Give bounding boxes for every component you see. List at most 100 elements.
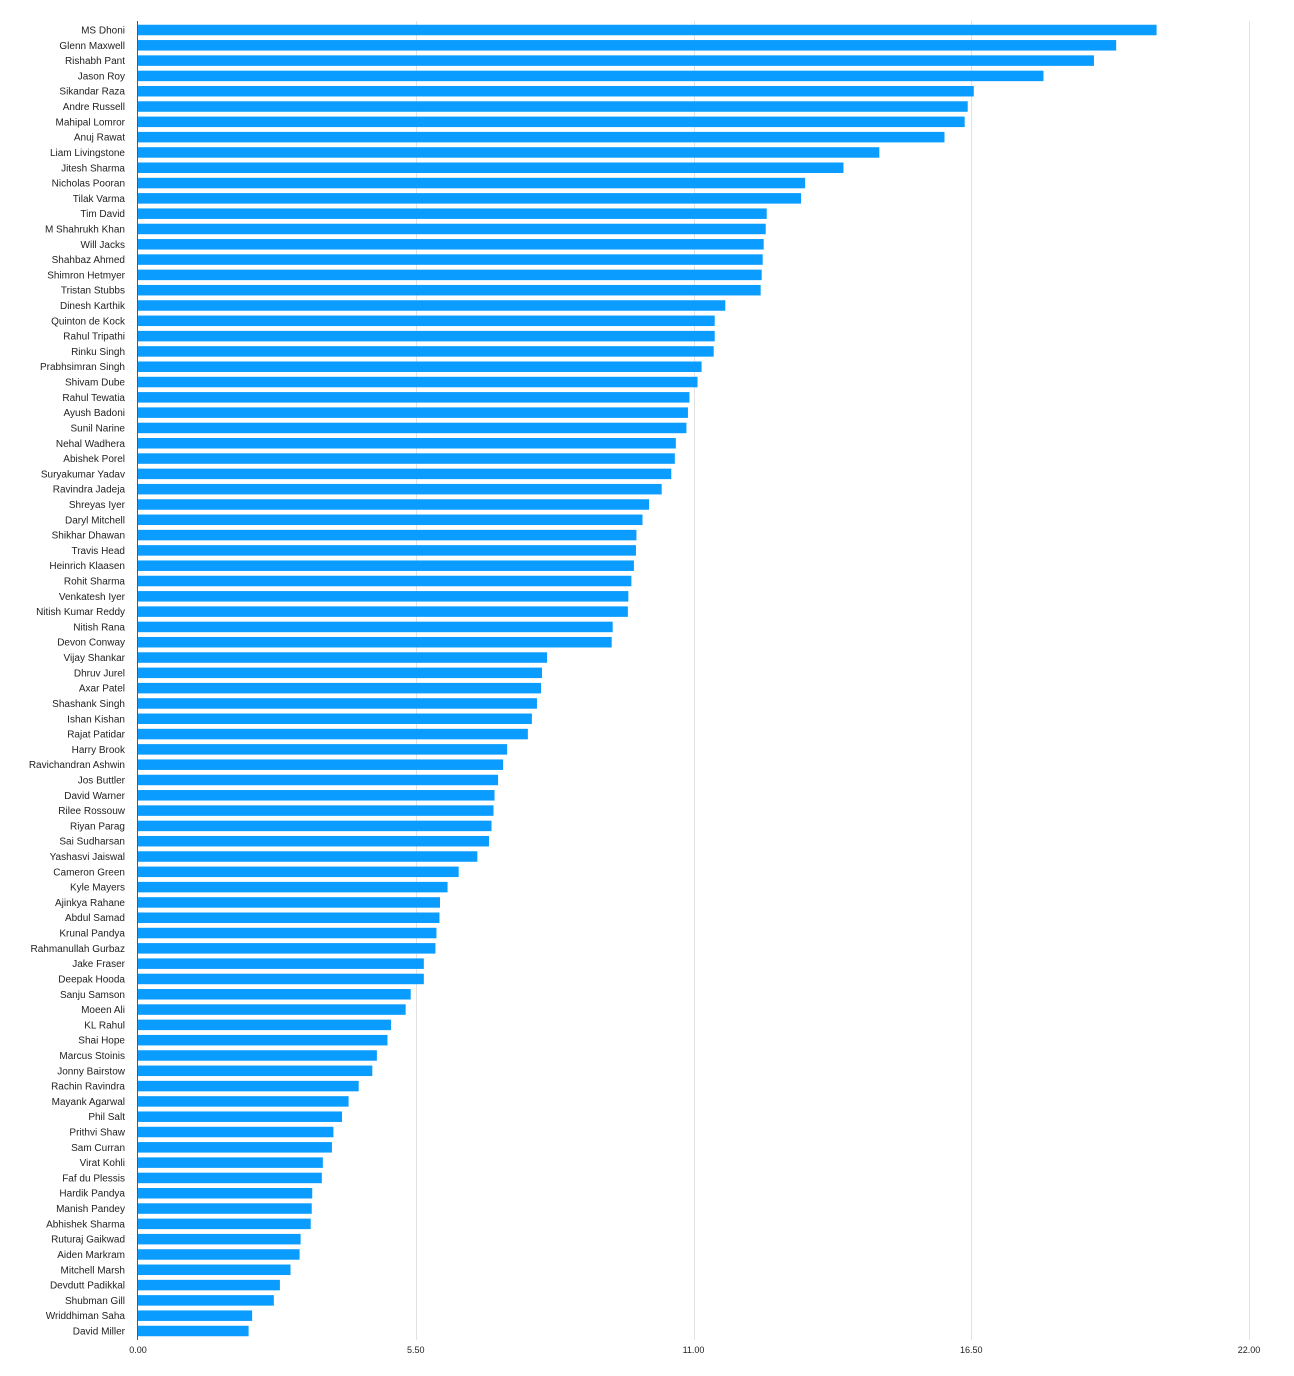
- bar[interactable]: [138, 1249, 300, 1260]
- bar[interactable]: [138, 177, 806, 189]
- bar[interactable]: [138, 392, 690, 403]
- bar[interactable]: [138, 24, 1157, 36]
- bar[interactable]: [138, 193, 802, 204]
- bar[interactable]: [138, 346, 714, 357]
- bar[interactable]: [138, 591, 629, 602]
- bar[interactable]: [138, 1203, 312, 1214]
- bar[interactable]: [138, 927, 437, 939]
- category-label: Mayank Agarwal: [52, 1097, 125, 1108]
- bar[interactable]: [138, 361, 702, 372]
- bar[interactable]: [138, 407, 688, 418]
- bar[interactable]: [138, 1096, 349, 1107]
- bar[interactable]: [138, 239, 764, 250]
- bar[interactable]: [138, 759, 504, 770]
- bar[interactable]: [138, 866, 459, 878]
- bar[interactable]: [138, 468, 672, 480]
- bar[interactable]: [138, 499, 650, 510]
- bar[interactable]: [138, 1295, 274, 1306]
- bar[interactable]: [138, 560, 634, 571]
- bar[interactable]: [138, 85, 974, 97]
- bar[interactable]: [138, 40, 1117, 51]
- bar[interactable]: [138, 101, 968, 112]
- bar[interactable]: [138, 713, 532, 725]
- bar[interactable]: [138, 1019, 392, 1031]
- bar[interactable]: [138, 1187, 313, 1199]
- bar[interactable]: [138, 300, 726, 311]
- bar[interactable]: [138, 131, 945, 143]
- bar[interactable]: [138, 1172, 322, 1184]
- bar[interactable]: [138, 330, 715, 342]
- category-label: Abishek Porel: [63, 454, 125, 465]
- bar[interactable]: [138, 254, 763, 265]
- bar[interactable]: [138, 162, 844, 174]
- bar[interactable]: [138, 943, 436, 954]
- bar[interactable]: [138, 1065, 373, 1077]
- bar[interactable]: [138, 744, 508, 755]
- bar[interactable]: [138, 575, 632, 587]
- bar[interactable]: [138, 851, 478, 862]
- category-label: Tilak Varma: [73, 194, 126, 205]
- bar[interactable]: [138, 652, 548, 663]
- bar[interactable]: [138, 1111, 343, 1122]
- bar[interactable]: [138, 667, 542, 679]
- bar[interactable]: [138, 422, 687, 434]
- bar[interactable]: [138, 606, 628, 617]
- category-label: Nicholas Pooran: [52, 179, 125, 190]
- bar[interactable]: [138, 728, 528, 740]
- bar[interactable]: [138, 790, 495, 801]
- bar[interactable]: [138, 698, 537, 709]
- bar[interactable]: [138, 1279, 280, 1291]
- bar[interactable]: [138, 223, 766, 235]
- bar[interactable]: [138, 621, 613, 633]
- bar[interactable]: [138, 881, 448, 893]
- bar[interactable]: [138, 1126, 334, 1138]
- bar[interactable]: [138, 1157, 323, 1168]
- bar[interactable]: [138, 208, 767, 219]
- bar[interactable]: [138, 1050, 377, 1061]
- category-label: Prithvi Shaw: [69, 1128, 125, 1139]
- bar[interactable]: [138, 1034, 388, 1046]
- bar[interactable]: [138, 55, 1094, 66]
- bar[interactable]: [138, 376, 698, 388]
- bar[interactable]: [138, 973, 424, 985]
- bar[interactable]: [138, 315, 715, 327]
- bar[interactable]: [138, 284, 761, 296]
- bar[interactable]: [138, 820, 492, 832]
- bar[interactable]: [138, 897, 440, 908]
- category-label: Prabhsimran Singh: [40, 362, 125, 373]
- category-label: Nitish Kumar Reddy: [36, 607, 125, 618]
- category-label: Sikandar Raza: [59, 87, 125, 98]
- bar[interactable]: [138, 438, 676, 449]
- category-label: Axar Patel: [79, 684, 125, 695]
- x-tick-label: 16.50: [960, 1345, 983, 1355]
- bar[interactable]: [138, 70, 1044, 82]
- bar[interactable]: [138, 912, 440, 923]
- bar[interactable]: [138, 1218, 311, 1230]
- bar[interactable]: [138, 636, 612, 648]
- bar[interactable]: [138, 453, 675, 464]
- bar[interactable]: [138, 1004, 406, 1015]
- bar[interactable]: [138, 1233, 301, 1245]
- bar[interactable]: [138, 116, 965, 128]
- bar[interactable]: [138, 989, 411, 1000]
- bar[interactable]: [138, 483, 662, 495]
- bar[interactable]: [138, 682, 541, 694]
- bar[interactable]: [138, 529, 637, 541]
- bar[interactable]: [138, 774, 499, 786]
- bar[interactable]: [138, 1310, 253, 1321]
- category-label: Shubman Gill: [65, 1296, 125, 1307]
- bar[interactable]: [138, 545, 636, 556]
- bar[interactable]: [138, 1264, 291, 1276]
- bar[interactable]: [138, 958, 424, 969]
- category-label: Rahul Tripathi: [63, 332, 125, 343]
- category-label: Dhruv Jurel: [74, 668, 125, 679]
- bar[interactable]: [138, 1142, 332, 1153]
- bar[interactable]: [138, 1080, 359, 1092]
- category-label: David Warner: [64, 791, 125, 802]
- bar[interactable]: [138, 147, 880, 158]
- bar[interactable]: [138, 514, 643, 526]
- bar[interactable]: [138, 805, 494, 816]
- bar[interactable]: [138, 835, 489, 847]
- bar[interactable]: [138, 1325, 249, 1337]
- bar[interactable]: [138, 269, 762, 281]
